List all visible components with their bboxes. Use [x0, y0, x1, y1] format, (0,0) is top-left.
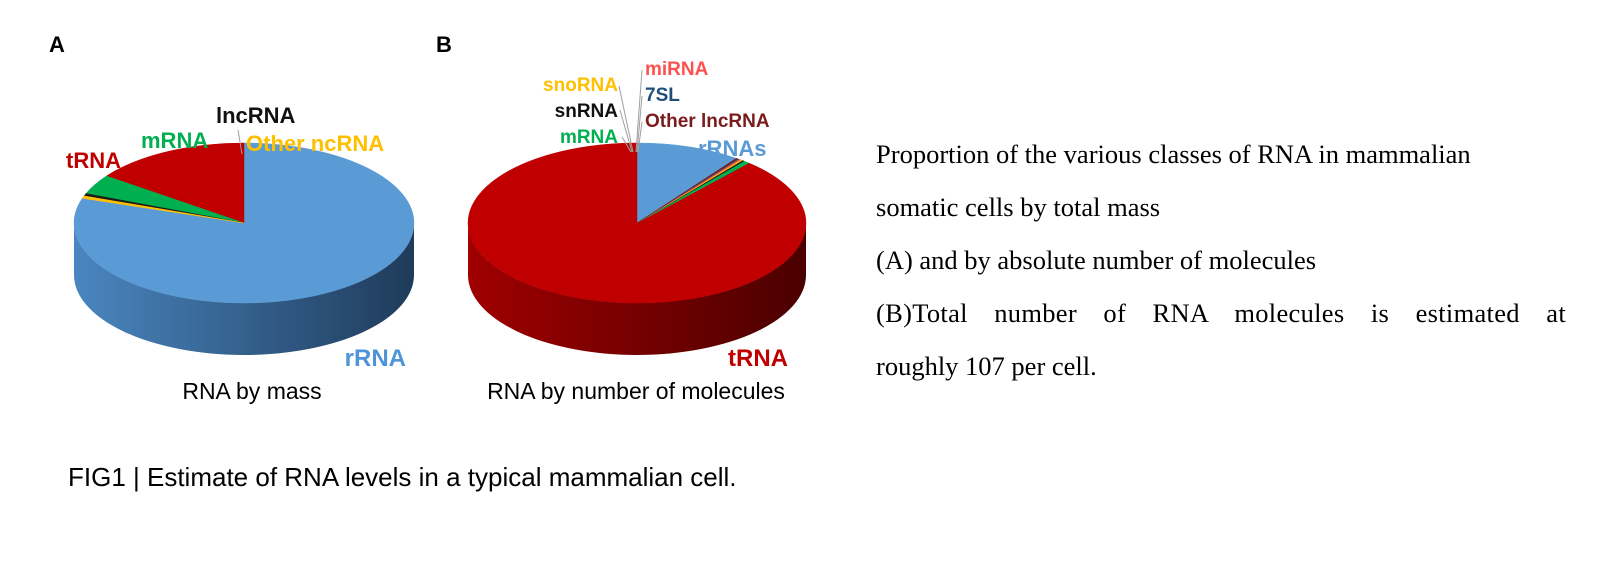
description-line: roughly 107 per cell.: [876, 351, 1097, 381]
pie-b-label-trna: tRNA: [728, 345, 788, 372]
description-line: (B)Total number of RNA molecules is esti…: [876, 298, 1566, 328]
pie-b-label-rrnas: rRNAs: [698, 136, 766, 161]
description-line: somatic cells by total mass: [876, 192, 1161, 222]
description-line: Proportion of the various classes of RNA…: [876, 139, 1471, 169]
pie-b-leader-snrna: [619, 109, 633, 153]
pie-b-leader-mrna: [621, 136, 632, 153]
description-text: Proportion of the various classes of RNA…: [876, 128, 1566, 393]
panel-label-a: A: [49, 32, 65, 57]
pie-b-slice-rrnas: [636, 142, 737, 224]
pie-a-slice-rrna: [73, 142, 415, 304]
pie-a-label-other-ncrna: Other ncRNA: [246, 131, 384, 156]
pie-b-title: RNA by number of molecules: [487, 378, 785, 404]
pie-chart-a: rRNA tRNA mRNA lncRNA Other ncRNA RNA by mass: [66, 103, 415, 404]
pie-a-label-mrna: mRNA: [141, 128, 208, 153]
pie-b-label-mrna: mRNA: [560, 127, 618, 148]
pie-b-side: [468, 223, 806, 355]
pie-a-slice-other-ncrna: [81, 195, 245, 224]
pie-a-slice-trna: [105, 142, 245, 224]
figure-caption: FIG1 | Estimate of RNA levels in a typic…: [68, 462, 737, 492]
pie-b-label-mirna: miRNA: [645, 59, 709, 80]
pie-b-label-snorna: snoRNA: [543, 75, 618, 96]
pie-chart-b: rRNAs tRNA mRNA snRNA snoRNA miRNA 7SL Other ln…: [467, 59, 807, 404]
pie-b-leader-other-lncrna: [637, 121, 643, 153]
pie-b-leader-mirna: [635, 69, 643, 153]
description-line: (A) and by absolute number of molecules: [876, 245, 1317, 275]
pie-b-leader-7sl: [636, 95, 643, 153]
pie-a-side: [74, 223, 414, 355]
pie-a-title: RNA by mass: [182, 378, 321, 404]
pie-a-label-rrna: rRNA: [345, 345, 406, 372]
pie-charts: rRNA tRNA mRNA lncRNA Other ncRNA RNA by mass…: [66, 59, 807, 404]
pie-a-label-lncrna: lncRNA: [216, 103, 296, 128]
pie-a-label-trna: tRNA: [66, 148, 121, 173]
pie-b-slice-other-lncrna: [636, 158, 739, 224]
pie-b-label-snrna: snRNA: [555, 101, 619, 122]
pie-a-leader-lncrna: [237, 129, 243, 155]
pie-b-label-other-lncrna: Other lncRNA: [645, 111, 770, 132]
pie-b-leader-snorna: [618, 85, 634, 153]
pie-b-label-7sl: 7SL: [645, 85, 680, 106]
panel-label-b: B: [436, 32, 452, 57]
